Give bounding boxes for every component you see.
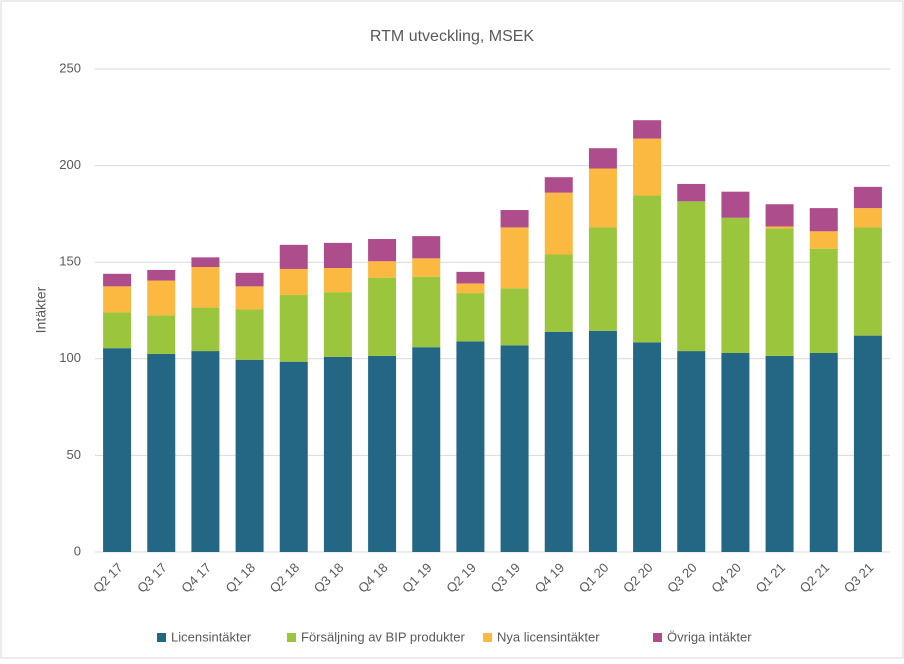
bar-segment [191,257,220,268]
bar-segment [588,330,617,552]
bar-segment [677,183,706,202]
bar-segment [368,239,397,262]
bar-segment [677,201,706,352]
bar-segment [853,227,882,336]
bar-segment [235,286,264,310]
bar-segment [765,355,794,552]
bar-segment [103,273,132,287]
bar-segment [456,271,485,284]
bar-segment [721,191,750,218]
bar-segment [765,228,794,356]
bar-segment [147,353,176,552]
bar-segment [368,277,397,356]
bar-segment [456,293,485,342]
bar-segment [456,341,485,552]
bar-segment [500,227,529,289]
bar-segment [235,309,264,360]
bar-segment [191,267,220,308]
bar-segment [368,355,397,552]
legend-label: Försäljning av BIP produkter [301,629,465,644]
bar-segment [456,283,485,294]
bar-segment [588,148,617,169]
bar-segment [809,248,838,354]
bar-segment [235,359,264,552]
bar-segment [279,268,308,296]
bar-segment [633,120,662,139]
y-tick-label: 200 [59,157,81,172]
bar-segment [721,217,750,354]
bar-segment [147,315,176,354]
bar-segment [544,177,573,193]
bar-segment [368,261,397,278]
legend-swatch [287,633,296,642]
bar-segment [323,242,352,268]
bar-segment [765,204,794,227]
bar-segment [412,258,441,277]
bar-segment [588,227,617,331]
y-tick-label: 100 [59,350,81,365]
bar-segment [544,192,573,255]
legend-label: Övriga intäkter [667,629,752,644]
legend-swatch [653,633,662,642]
bar-segment [412,276,441,348]
bar-segment [677,351,706,552]
bar-segment [633,195,662,343]
bar-segment [809,353,838,552]
y-tick-label: 50 [67,447,81,462]
bar-segment [633,138,662,196]
bar-segment [765,226,794,229]
bar-segment [279,295,308,362]
y-tick-label: 0 [74,543,81,558]
bar-segment [853,186,882,209]
bar-segment [323,356,352,552]
bar-segment [809,231,838,249]
legend-label: Nya licensintäkter [497,629,600,644]
bar-segment [103,312,132,349]
bar-segment [544,254,573,332]
bar-segment [853,335,882,552]
bar-segment [279,244,308,269]
bar-segment [147,269,176,281]
bar-segment [279,361,308,552]
bar-segment [147,280,176,316]
bar-segment [412,347,441,552]
bar-segment [500,345,529,552]
legend-swatch [483,633,492,642]
legend-swatch [157,633,166,642]
bar-segment [633,342,662,552]
chart-title: RTM utveckling, MSEK [370,28,535,45]
bar-segment [323,292,352,357]
bar-segment [588,168,617,228]
bar-segment [500,288,529,346]
bar-segment [412,236,441,259]
bar-segment [853,208,882,228]
bar-segment [103,348,132,552]
bar-segment [191,351,220,552]
y-tick-label: 150 [59,254,81,269]
bar-segment [500,210,529,228]
bar-segment [544,331,573,552]
bar-segment [323,267,352,293]
bar-segment [191,307,220,352]
legend-label: Licensintäkter [171,629,252,644]
y-tick-label: 250 [59,60,81,75]
bar-segment [809,208,838,232]
bar-segment [235,272,264,287]
bar-segment [103,286,132,313]
bar-segment [721,353,750,552]
y-axis-label: Intäkter [33,286,49,333]
